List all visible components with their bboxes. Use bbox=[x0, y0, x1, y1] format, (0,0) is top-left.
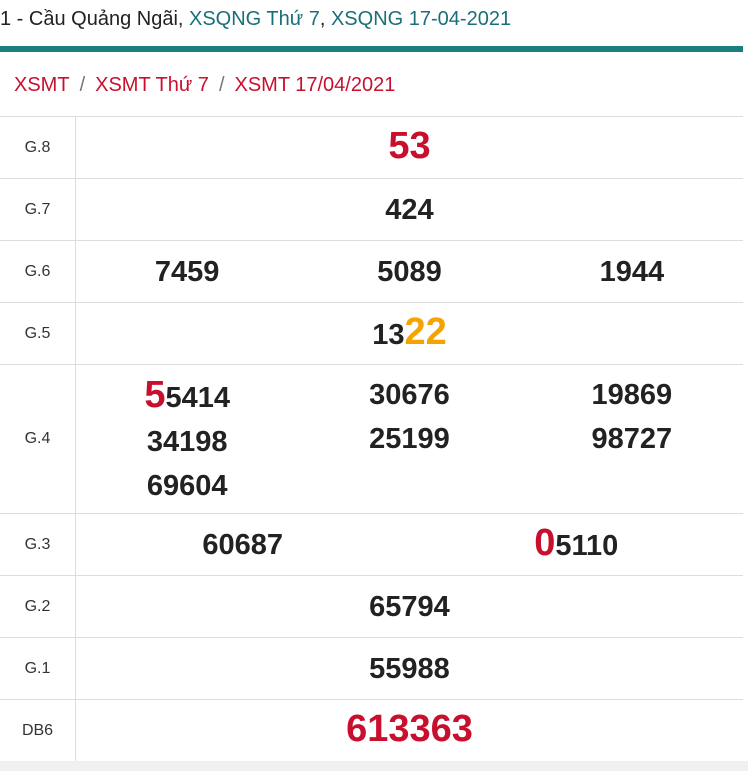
prize-label: G.3 bbox=[0, 514, 76, 575]
digits: 424 bbox=[385, 193, 434, 226]
breadcrumb-link[interactable]: XSMT 17/04/2021 bbox=[234, 74, 396, 96]
breadcrumb: XSMT / XSMT Thứ 7 / XSMT 17/04/2021 bbox=[14, 74, 395, 97]
prize-cell: 60687 bbox=[76, 514, 410, 575]
prize-number: 1944 bbox=[600, 250, 665, 294]
prize-row: G.7 424 bbox=[0, 179, 743, 241]
prize-cells: 60687 05110 bbox=[76, 514, 743, 575]
prize-label: G.4 bbox=[0, 365, 76, 513]
breadcrumb-link[interactable]: XSMT Thứ 7 bbox=[95, 74, 209, 96]
prize-row: G.5 1322 bbox=[0, 303, 743, 365]
prize-cell: 5089 bbox=[298, 241, 520, 302]
header-bar bbox=[0, 46, 743, 52]
prize-number: 55414 bbox=[144, 373, 230, 420]
prize-cell: 05110 bbox=[410, 514, 744, 575]
prize-number: 25199 bbox=[369, 417, 450, 461]
prize-number: 1322 bbox=[372, 310, 447, 357]
highlight-digits: 613363 bbox=[346, 708, 473, 750]
header-prefix: 1 - Cầu Quảng Ngãi, bbox=[0, 8, 184, 30]
prize-cell: 19869 98727 bbox=[521, 365, 743, 513]
prize-row: G.1 55988 bbox=[0, 638, 743, 700]
digits: 5414 bbox=[165, 382, 230, 414]
prize-cell: 424 bbox=[76, 179, 743, 240]
header-link[interactable]: XSQNG Thứ 7 bbox=[189, 8, 320, 30]
highlight-digits: 0 bbox=[534, 522, 556, 564]
prize-cells: 424 bbox=[76, 179, 743, 240]
digits: 13 bbox=[372, 319, 405, 351]
digits: 55988 bbox=[369, 652, 450, 685]
prize-number: 7459 bbox=[155, 250, 220, 294]
digits: 1944 bbox=[599, 255, 665, 288]
digits: 98727 bbox=[591, 423, 673, 455]
prize-cell: 7459 bbox=[76, 241, 298, 302]
digits: 65794 bbox=[369, 590, 450, 623]
breadcrumb-separator: / bbox=[218, 74, 225, 96]
digits: 7459 bbox=[154, 255, 220, 288]
prize-cell: 55414 34198 69604 bbox=[76, 365, 298, 513]
breadcrumb-link[interactable]: XSMT bbox=[14, 74, 70, 96]
prize-label: G.8 bbox=[0, 117, 76, 178]
prize-label: G.2 bbox=[0, 576, 76, 637]
prize-cell: 1944 bbox=[521, 241, 743, 302]
prize-number: 69604 bbox=[147, 464, 228, 508]
digits: 19869 bbox=[591, 379, 673, 411]
prize-number: 30676 bbox=[369, 373, 450, 417]
prize-cell: 53 bbox=[76, 117, 743, 178]
prize-number: 53 bbox=[388, 124, 430, 171]
prize-label: G.1 bbox=[0, 638, 76, 699]
prize-cell: 65794 bbox=[76, 576, 743, 637]
highlight-digits: 5 bbox=[144, 374, 166, 416]
prize-cells: 7459 5089 1944 bbox=[76, 241, 743, 302]
prize-number: 613363 bbox=[346, 707, 473, 754]
prize-label: G.6 bbox=[0, 241, 76, 302]
prize-cells: 55414 34198 69604 30676 25199 19869 98727 bbox=[76, 365, 743, 513]
prize-cells: 65794 bbox=[76, 576, 743, 637]
prize-row: DB6 613363 bbox=[0, 700, 743, 762]
prize-number: 98727 bbox=[591, 417, 672, 461]
digits: 69604 bbox=[146, 470, 228, 502]
prize-row: G.4 55414 34198 69604 30676 25199 19869 98727 bbox=[0, 365, 743, 514]
prize-row: G.3 60687 05110 bbox=[0, 514, 743, 576]
highlight-digits: 53 bbox=[388, 125, 431, 167]
result-table: G.8 53 G.7 424 G.6 7459 5089 1944 G.5 1322 G.4 5541… bbox=[0, 116, 743, 762]
prize-number: 55988 bbox=[369, 647, 450, 691]
prize-number: 65794 bbox=[369, 585, 450, 629]
prize-cells: 55988 bbox=[76, 638, 743, 699]
prize-cell: 1322 bbox=[76, 303, 743, 364]
highlight-digits: 22 bbox=[404, 311, 447, 353]
prize-number: 60687 bbox=[202, 523, 283, 567]
digits: 30676 bbox=[369, 379, 450, 411]
digits: 34198 bbox=[146, 426, 228, 458]
digits: 25199 bbox=[369, 423, 450, 455]
prize-label: G.7 bbox=[0, 179, 76, 240]
prize-number: 05110 bbox=[534, 521, 618, 568]
prize-cell: 55988 bbox=[76, 638, 743, 699]
breadcrumb-separator: / bbox=[79, 74, 86, 96]
header: 1 - Cầu Quảng Ngãi, XSQNG Thứ 7, XSQNG 1… bbox=[0, 8, 511, 31]
prize-label: DB6 bbox=[0, 700, 76, 761]
prize-cells: 1322 bbox=[76, 303, 743, 364]
prize-number: 424 bbox=[385, 188, 433, 232]
prize-label: G.5 bbox=[0, 303, 76, 364]
prize-row: G.8 53 bbox=[0, 117, 743, 179]
prize-cells: 613363 bbox=[76, 700, 743, 761]
digits: 5110 bbox=[555, 530, 619, 562]
digits: 5089 bbox=[377, 255, 442, 288]
prize-row: G.2 65794 bbox=[0, 576, 743, 638]
header-link[interactable]: XSQNG 17-04-2021 bbox=[330, 8, 512, 30]
prize-number: 19869 bbox=[591, 373, 672, 417]
footer-strip bbox=[0, 761, 748, 771]
prize-number: 5089 bbox=[377, 250, 442, 294]
prize-row: G.6 7459 5089 1944 bbox=[0, 241, 743, 303]
prize-cell: 30676 25199 bbox=[298, 365, 520, 513]
header-comma: , bbox=[319, 8, 326, 30]
prize-cells: 53 bbox=[76, 117, 743, 178]
prize-cell: 613363 bbox=[76, 700, 743, 761]
prize-number: 34198 bbox=[147, 420, 228, 464]
digits: 60687 bbox=[202, 528, 284, 561]
